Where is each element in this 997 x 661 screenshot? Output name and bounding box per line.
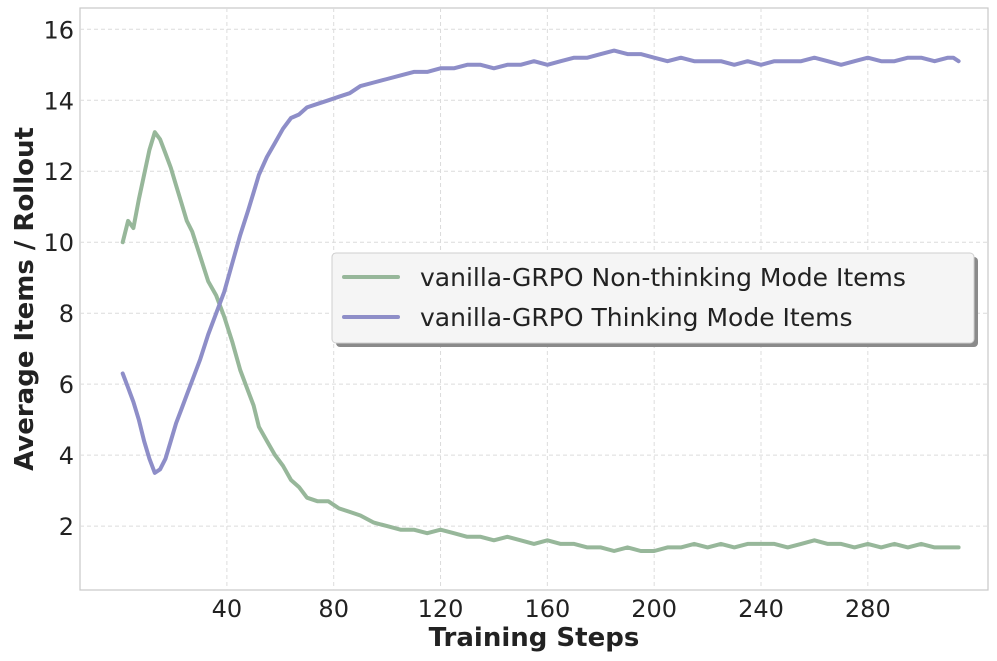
legend: vanilla-GRPO Non-thinking Mode Items van…: [331, 252, 978, 347]
x-tick-label: 200: [631, 595, 677, 623]
axis-ticks: 40 80 120 160 200 240 280 2 4 6 8 10 12 14 16: [43, 16, 890, 623]
x-tick-label: 280: [845, 595, 891, 623]
series-layer: [120, 48, 961, 553]
series-line-thinking: [120, 48, 961, 475]
y-tick-label: 8: [59, 300, 74, 328]
x-tick-label: 80: [318, 595, 349, 623]
x-tick-label: 40: [212, 595, 243, 623]
y-tick-label: 10: [43, 229, 74, 257]
x-axis-title: Training Steps: [429, 623, 640, 653]
x-tick-label: 120: [418, 595, 464, 623]
y-axis-title: Average Items / Rollout: [10, 127, 40, 471]
legend-label-thinking: vanilla-GRPO Thinking Mode Items: [420, 303, 852, 332]
x-tick-label: 240: [738, 595, 784, 623]
series-line-non-thinking: [120, 130, 961, 553]
y-tick-label: 4: [59, 442, 74, 470]
y-tick-label: 2: [59, 513, 74, 541]
y-tick-label: 16: [43, 16, 74, 44]
y-tick-label: 14: [43, 87, 74, 115]
y-tick-label: 12: [43, 158, 74, 186]
y-tick-label: 6: [59, 371, 74, 399]
legend-label-non-thinking: vanilla-GRPO Non-thinking Mode Items: [420, 263, 906, 292]
x-tick-label: 160: [524, 595, 570, 623]
legend-box: [331, 252, 975, 344]
